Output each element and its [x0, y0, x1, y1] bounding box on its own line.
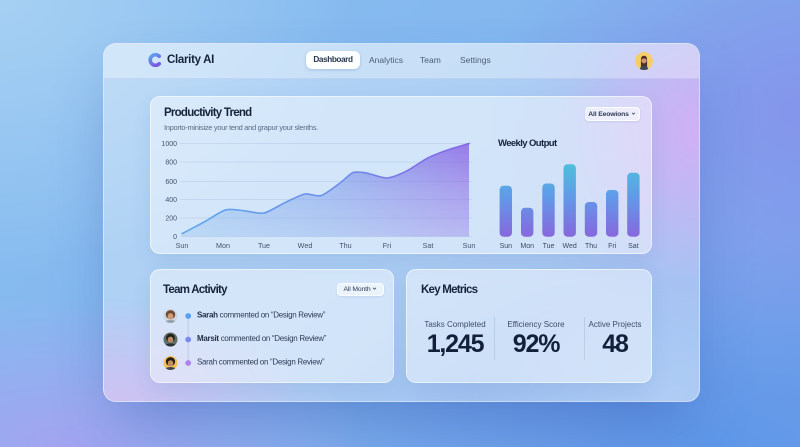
svg-text:400: 400 [165, 197, 177, 204]
svg-text:Sarah commented on “Design Rev: Sarah commented on “Design Review” [197, 311, 326, 320]
svg-text:Fri: Fri [383, 241, 392, 250]
svg-text:Wed: Wed [298, 241, 313, 250]
svg-text:Sarah commented on “Design Rev: Sarah commented on “Design Review” [197, 358, 325, 367]
svg-text:Wed: Wed [563, 243, 577, 250]
svg-text:Sat: Sat [423, 241, 434, 250]
svg-text:Mon: Mon [520, 243, 534, 250]
svg-text:Sun: Sun [463, 241, 476, 250]
svg-text:Thu: Thu [585, 243, 597, 250]
svg-text:200: 200 [165, 216, 177, 223]
svg-text:Tue: Tue [258, 241, 270, 250]
svg-text:600: 600 [165, 179, 177, 186]
svg-text:Fri: Fri [608, 243, 617, 250]
svg-text:800: 800 [165, 160, 177, 167]
svg-text:Sun: Sun [176, 241, 189, 250]
svg-text:Tue: Tue [543, 243, 555, 250]
svg-text:Sun: Sun [500, 243, 513, 250]
svg-text:Sat: Sat [628, 243, 639, 250]
svg-text:0: 0 [173, 234, 177, 241]
svg-text:Marsit commented on “Design Re: Marsit commented on “Design Review” [197, 334, 327, 343]
svg-text:Thu: Thu [339, 241, 351, 250]
svg-text:1000: 1000 [161, 141, 177, 148]
svg-text:Mon: Mon [216, 241, 230, 250]
